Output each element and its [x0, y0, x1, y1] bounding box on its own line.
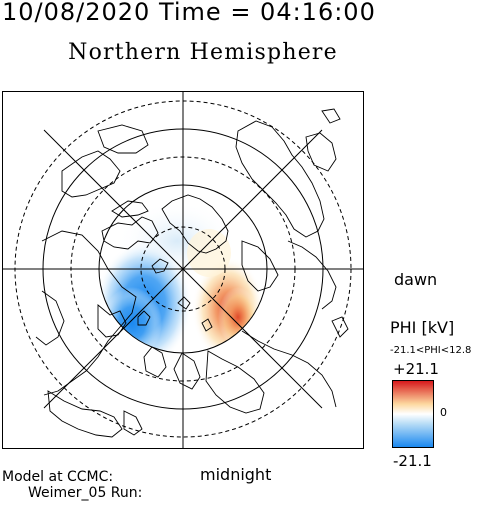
label-dawn: dawn — [394, 270, 438, 289]
legend-max: +21.1 — [393, 360, 439, 378]
model-info: Model at CCMC: Weimer_05 Run: — [2, 469, 142, 501]
colorbar — [392, 380, 434, 448]
polar-map — [2, 91, 364, 449]
title-hemisphere: Northern Hemisphere — [68, 40, 338, 65]
longitude-lines — [2, 91, 364, 449]
model-line-2: Weimer_05 Run: — [28, 485, 143, 501]
title-datetime: 10/08/2020 Time = 04:16:00 — [2, 0, 376, 26]
legend-title: PHI [kV] — [390, 318, 455, 337]
legend-zero: 0 — [440, 406, 447, 419]
legend-min: -21.1 — [393, 452, 432, 470]
model-line-1: Model at CCMC: — [2, 469, 114, 485]
label-midnight: midnight — [200, 465, 272, 484]
legend-range: -21.1<PHI<12.8 — [390, 345, 472, 356]
